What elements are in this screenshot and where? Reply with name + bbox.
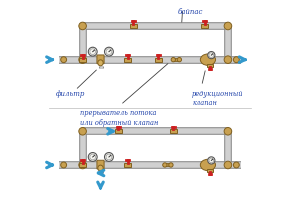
Text: байпас: байпас (177, 8, 203, 16)
Bar (79, 58, 86, 62)
Ellipse shape (200, 159, 215, 171)
Circle shape (224, 56, 232, 63)
Circle shape (169, 163, 173, 167)
Circle shape (163, 163, 167, 167)
Circle shape (224, 22, 232, 30)
Circle shape (233, 57, 239, 63)
Circle shape (104, 153, 113, 161)
Circle shape (79, 56, 86, 63)
Text: прерыватель потока
или обратный клапан: прерыватель потока или обратный клапан (80, 109, 159, 127)
Circle shape (104, 47, 113, 56)
Circle shape (106, 49, 112, 54)
Ellipse shape (98, 165, 103, 171)
Circle shape (233, 162, 239, 168)
FancyBboxPatch shape (97, 160, 104, 169)
Ellipse shape (200, 54, 215, 65)
Circle shape (79, 127, 86, 135)
Text: фильтр: фильтр (56, 90, 86, 98)
Circle shape (90, 49, 96, 54)
Bar (208, 169, 213, 172)
FancyBboxPatch shape (97, 55, 104, 64)
Bar (130, 24, 137, 28)
Circle shape (61, 57, 67, 63)
Text: редукционный
клапан: редукционный клапан (192, 90, 244, 107)
Circle shape (171, 57, 175, 62)
Circle shape (61, 162, 67, 168)
Bar (115, 129, 122, 133)
Circle shape (209, 158, 214, 163)
Circle shape (177, 57, 182, 62)
Circle shape (106, 154, 112, 160)
Circle shape (224, 127, 232, 135)
Bar (124, 58, 131, 62)
Circle shape (88, 47, 97, 56)
Bar (165, 163, 171, 166)
Circle shape (90, 154, 96, 160)
Circle shape (208, 157, 215, 164)
Bar (208, 64, 213, 67)
Bar (79, 163, 86, 167)
Circle shape (79, 161, 86, 169)
Ellipse shape (98, 60, 103, 66)
Bar (155, 58, 162, 62)
Circle shape (209, 53, 214, 57)
Bar (169, 129, 177, 133)
Bar (124, 163, 131, 167)
Circle shape (79, 22, 86, 30)
Circle shape (224, 161, 232, 169)
Circle shape (208, 52, 215, 59)
Bar (173, 58, 179, 61)
Circle shape (88, 153, 97, 161)
Bar (201, 24, 208, 28)
